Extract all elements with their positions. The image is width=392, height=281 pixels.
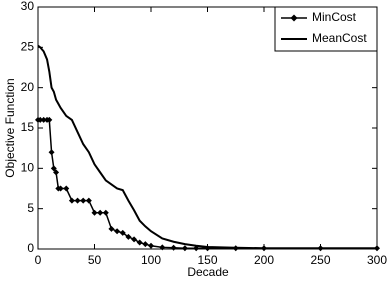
data-point	[74, 197, 81, 204]
data-point	[148, 242, 154, 249]
x-tick-label: 0	[35, 253, 42, 267]
series-line	[38, 119, 377, 249]
data-point	[114, 228, 121, 235]
y-tick-label: 20	[21, 80, 35, 94]
legend-label: MeanCost	[312, 31, 367, 45]
x-tick-label: 200	[254, 253, 274, 267]
data-point	[91, 209, 98, 216]
legend-marker	[290, 14, 298, 22]
data-point	[108, 225, 115, 232]
data-point	[131, 236, 138, 243]
y-tick-label: 30	[21, 0, 35, 13]
data-point	[68, 197, 75, 204]
data-point	[142, 241, 149, 248]
legend-box	[274, 6, 378, 52]
data-point	[46, 116, 53, 123]
y-axis-label: Objective Function	[3, 78, 17, 177]
x-axis-label: Decade	[187, 265, 229, 279]
y-tick-label: 15	[21, 120, 35, 134]
y-tick-label: 10	[21, 161, 35, 175]
data-point	[136, 239, 143, 246]
x-tick-label: 150	[197, 253, 217, 267]
data-point	[170, 244, 177, 251]
y-tick-label: 25	[21, 40, 35, 54]
data-point	[102, 209, 109, 216]
data-point	[181, 245, 188, 252]
series-line	[37, 44, 377, 250]
data-point	[125, 233, 132, 240]
data-point	[80, 197, 87, 204]
data-point	[48, 149, 55, 156]
x-tick-label: 50	[88, 253, 102, 267]
x-tick-label: 100	[141, 253, 161, 267]
data-point	[50, 165, 57, 172]
data-point	[85, 197, 92, 204]
data-point	[97, 209, 104, 216]
y-tick-label: 0	[27, 241, 34, 255]
data-point	[40, 116, 47, 123]
data-point	[53, 169, 60, 176]
x-tick-label: 300	[367, 253, 387, 267]
data-point	[57, 185, 64, 192]
legend-label: MinCost	[312, 10, 357, 24]
x-tick-label: 250	[310, 253, 330, 267]
data-point	[63, 185, 70, 192]
data-point	[119, 229, 126, 236]
y-tick-label: 5	[27, 201, 34, 215]
data-point	[159, 244, 166, 251]
data-point	[37, 116, 44, 123]
